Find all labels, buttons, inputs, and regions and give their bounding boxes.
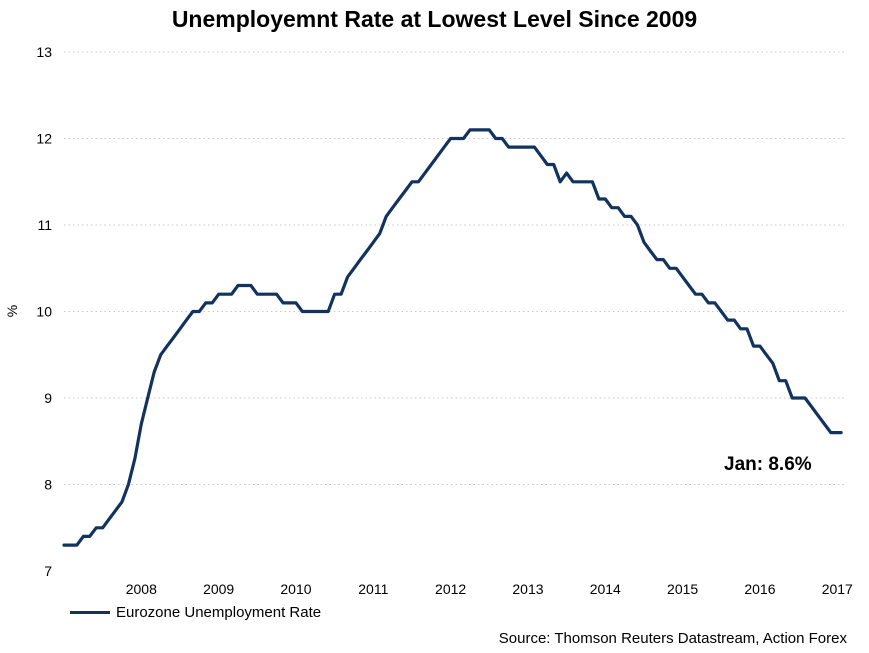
y-axis-ticks: 7 8 9 10 11 12 13 bbox=[36, 44, 52, 579]
y-tick-label: 10 bbox=[36, 304, 52, 320]
x-tick-label: 2017 bbox=[822, 581, 853, 597]
legend: Eurozone Unemployment Rate bbox=[70, 604, 321, 621]
y-tick-label: 13 bbox=[36, 44, 52, 60]
x-tick-label: 2013 bbox=[512, 581, 543, 597]
x-tick-label: 2015 bbox=[667, 581, 698, 597]
x-tick-label: 2010 bbox=[280, 581, 311, 597]
x-tick-label: 2014 bbox=[590, 581, 621, 597]
source-note: Source: Thomson Reuters Datastream, Acti… bbox=[498, 630, 847, 647]
x-tick-label: 2016 bbox=[744, 581, 775, 597]
y-tick-label: 12 bbox=[36, 131, 52, 147]
x-tick-label: 2009 bbox=[203, 581, 234, 597]
y-tick-label: 11 bbox=[37, 217, 52, 233]
x-tick-label: 2011 bbox=[358, 581, 388, 597]
y-tick-label: 8 bbox=[44, 477, 52, 493]
x-tick-label: 2012 bbox=[435, 581, 466, 597]
chart-title: Unemployemnt Rate at Lowest Level Since … bbox=[171, 6, 698, 32]
y-axis-label: % bbox=[4, 304, 21, 318]
x-tick-label: 2008 bbox=[126, 581, 157, 597]
y-tick-label: 7 bbox=[44, 563, 52, 579]
x-axis-ticks: 2008 2009 2010 2011 2012 2013 2014 2015 2016 2017 bbox=[126, 581, 853, 597]
series-layer bbox=[62, 128, 843, 547]
legend-swatch bbox=[70, 611, 110, 614]
legend-label: Eurozone Unemployment Rate bbox=[116, 604, 322, 621]
series-line-0 bbox=[62, 128, 843, 547]
grid-lines bbox=[64, 51, 845, 485]
latest-value-annotation: Jan: 8.6% bbox=[724, 454, 812, 475]
y-tick-label: 9 bbox=[44, 390, 52, 406]
